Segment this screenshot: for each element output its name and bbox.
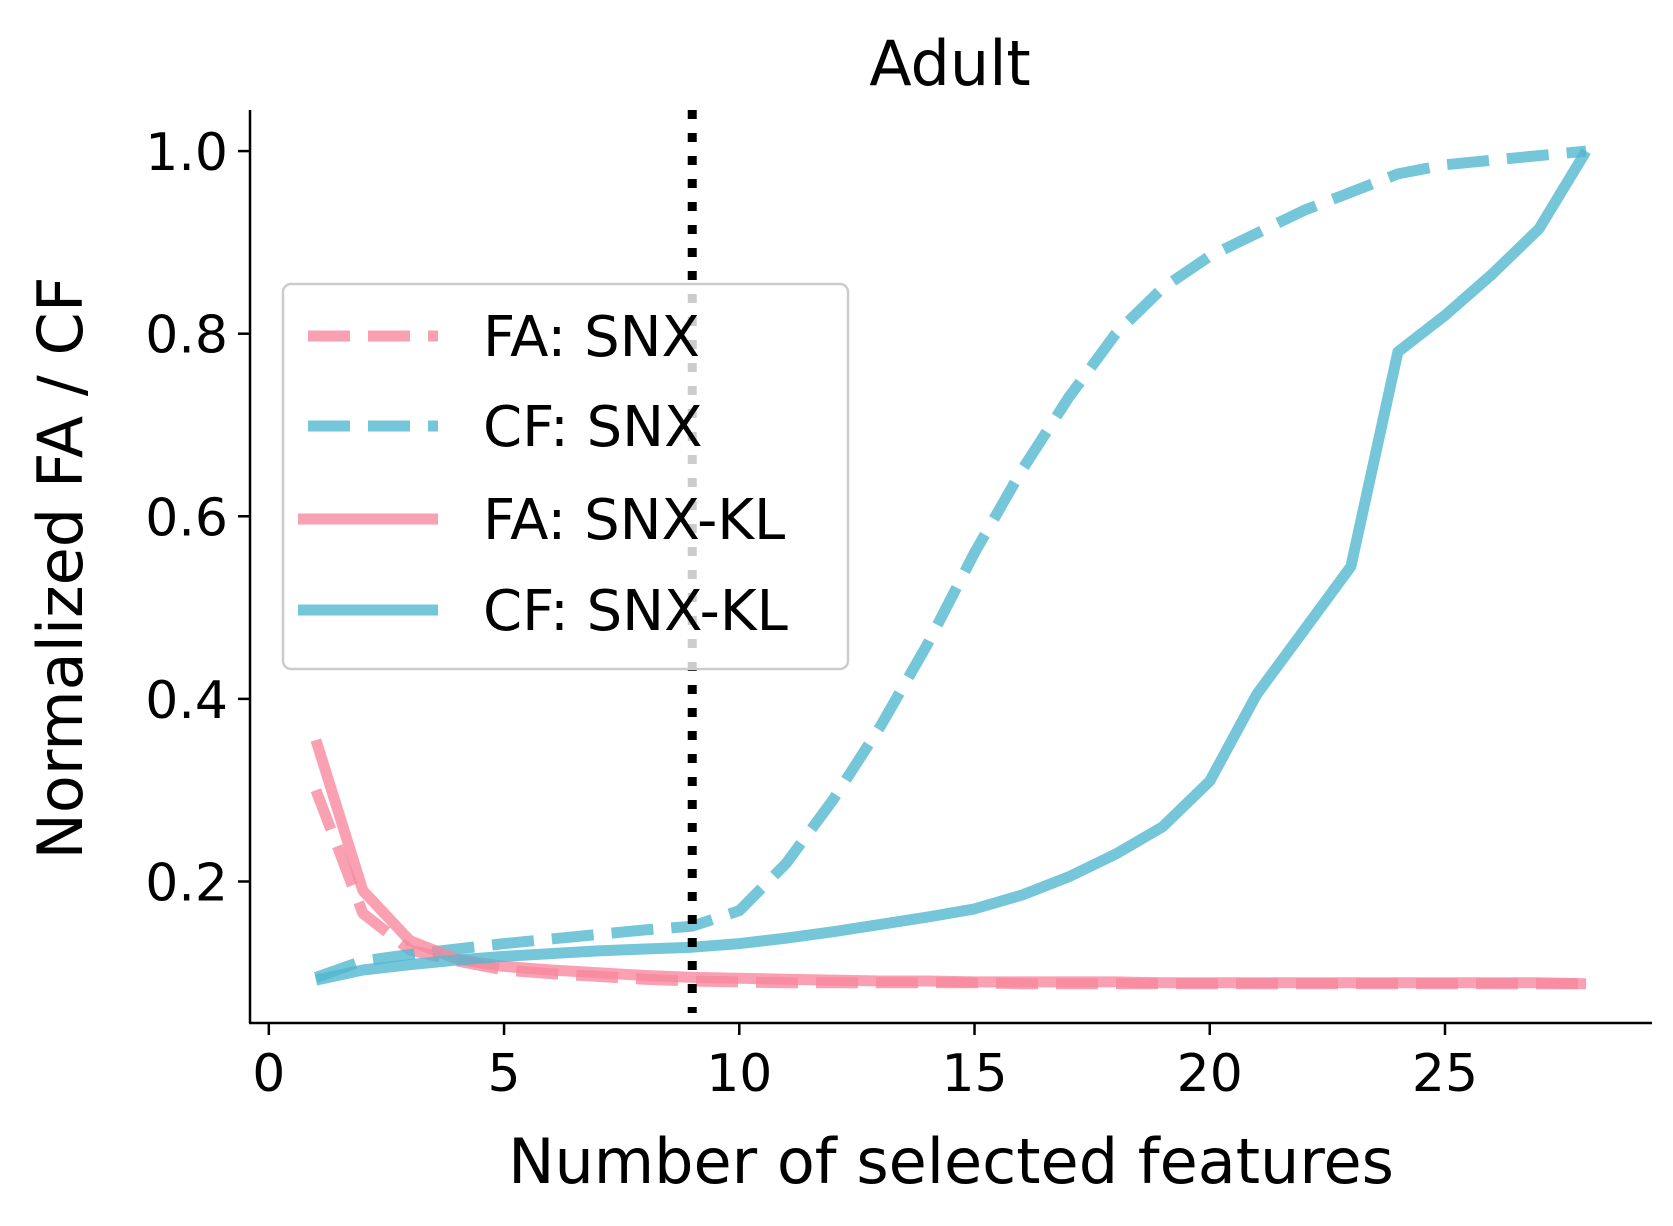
legend-label-fa-snx-kl: FA: SNX-KL <box>483 488 785 553</box>
x-tick-label: 15 <box>941 1044 1007 1104</box>
series-line-cf-snx-kl <box>314 148 1591 986</box>
series-line-cf-snx <box>314 145 1587 983</box>
x-tick-label: 0 <box>252 1044 285 1104</box>
y-tick-label: 0.8 <box>145 306 228 366</box>
y-tick-label: 0.4 <box>145 671 228 731</box>
x-tick-label: 5 <box>488 1044 521 1104</box>
legend: FA: SNX CF: SNX FA: SNX-KL CF: SNX-KL <box>281 282 850 671</box>
legend-label-cf-snx: CF: SNX <box>483 395 702 460</box>
y-tick-label: 0.6 <box>145 488 228 548</box>
y-tick-label: 0.2 <box>145 853 228 913</box>
legend-label-cf-snx-kl: CF: SNX-KL <box>483 579 788 644</box>
legend-label-fa-snx: FA: SNX <box>483 305 700 370</box>
chart-title: Adult <box>869 27 1031 100</box>
axis-ticks: 0 5 10 15 20 25 0.2 0.4 0.6 0.8 1.0 <box>145 123 1478 1104</box>
x-tick-label: 25 <box>1412 1044 1478 1104</box>
x-tick-label: 10 <box>706 1044 772 1104</box>
series-line-fa-snx-kl <box>310 738 1587 990</box>
y-tick-label: 1.0 <box>145 123 228 183</box>
x-axis-label: Number of selected features <box>508 1125 1394 1198</box>
legend-frame <box>281 282 850 671</box>
plot-marks <box>310 110 1591 1013</box>
x-tick-label: 20 <box>1177 1044 1243 1104</box>
y-axis-label: Normalized FA / CF <box>24 277 97 860</box>
